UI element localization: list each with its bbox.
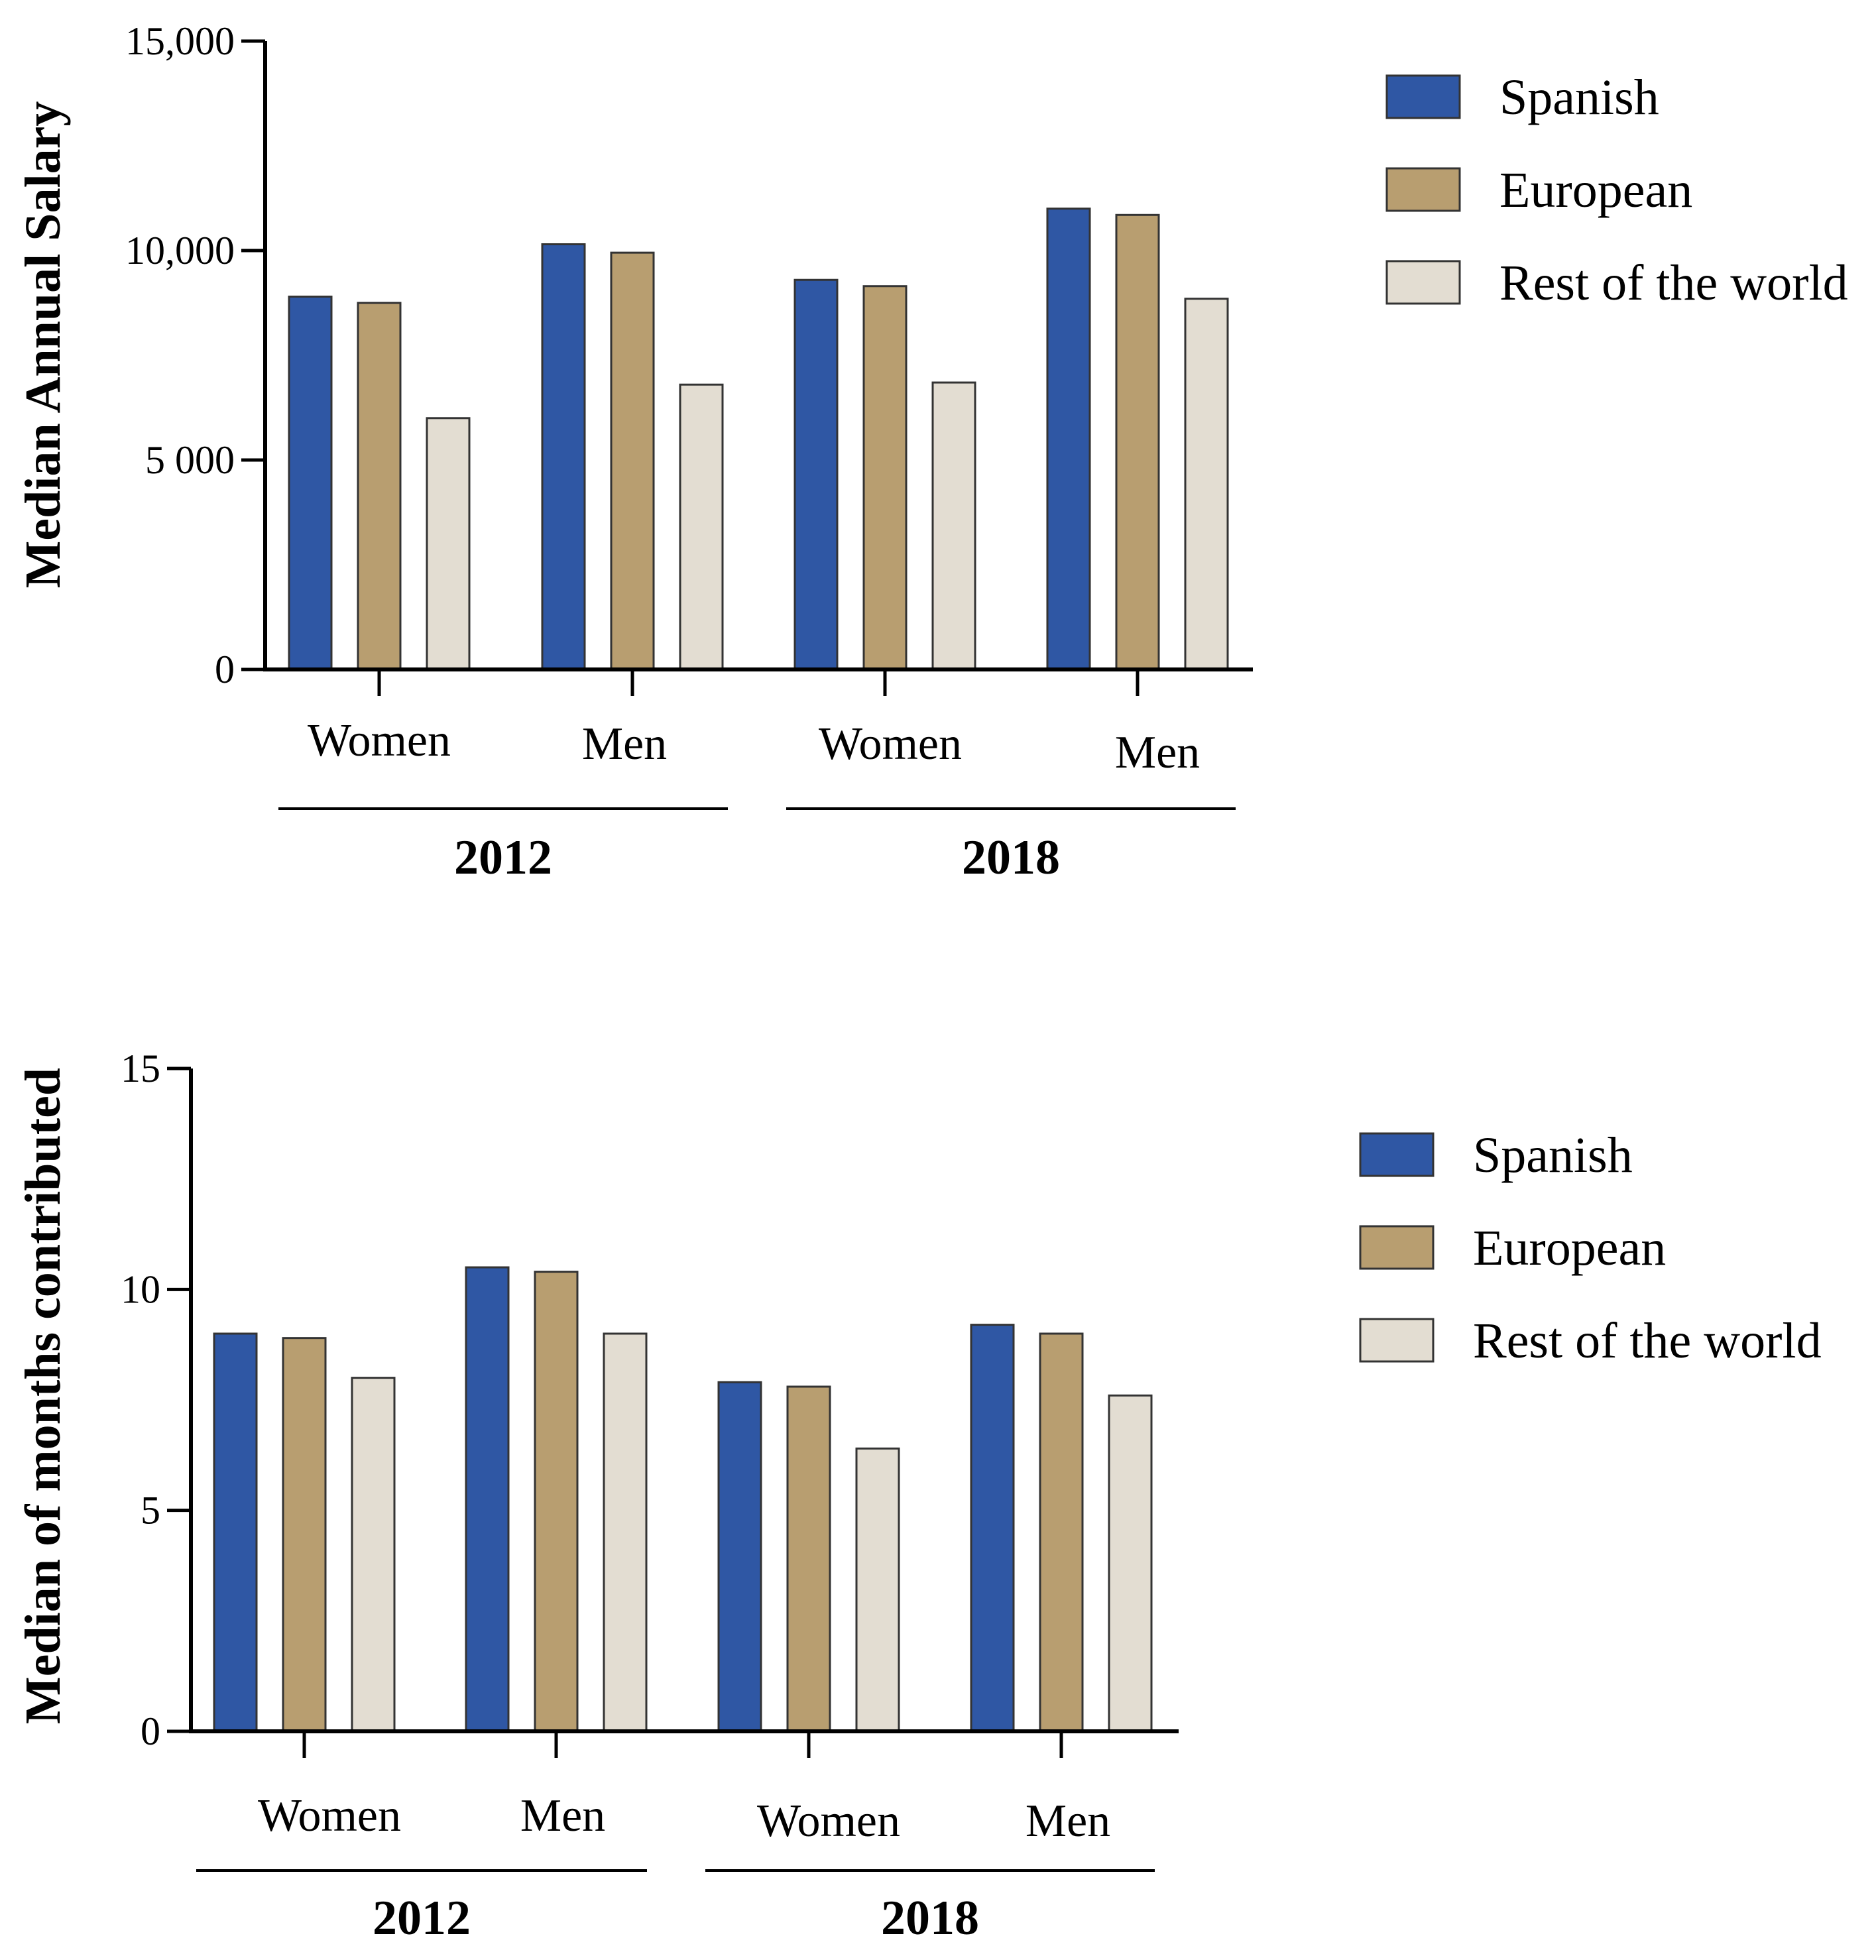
legend-label: Rest of the world bbox=[1473, 1313, 1822, 1369]
legend-swatch bbox=[1385, 167, 1461, 212]
y-tick-label: 5 000 bbox=[145, 438, 235, 482]
y-tick-label: 10 bbox=[121, 1267, 160, 1311]
legend-label: European bbox=[1499, 162, 1692, 218]
bar-european-2 bbox=[862, 285, 908, 671]
x-tick-label: Men bbox=[582, 719, 667, 770]
bar-rest-of-the-world-3 bbox=[1184, 298, 1229, 671]
y-tick-label: 0 bbox=[215, 648, 235, 691]
y-tick-label: 10,000 bbox=[125, 229, 235, 272]
legend-label: Spanish bbox=[1499, 70, 1659, 125]
bar-european-2 bbox=[786, 1385, 831, 1733]
bar-european-1 bbox=[610, 251, 655, 671]
x-tick-label: Men bbox=[520, 1790, 605, 1841]
y-axis-label: Median of months contributed bbox=[15, 1068, 71, 1724]
bar-spanish-0 bbox=[288, 296, 333, 671]
bar-spanish-1 bbox=[541, 243, 586, 671]
bar-rest-of-the-world-0 bbox=[351, 1377, 396, 1733]
x-tick-label: Women bbox=[258, 1790, 401, 1841]
bar-rest-of-the-world-2 bbox=[931, 381, 976, 671]
group-label: 2018 bbox=[962, 831, 1060, 885]
bar-rest-of-the-world-1 bbox=[603, 1332, 648, 1733]
legend-swatch bbox=[1385, 74, 1461, 119]
bar-european-0 bbox=[357, 302, 402, 671]
legend-swatch bbox=[1359, 1132, 1435, 1177]
group-label: 2012 bbox=[373, 1891, 471, 1945]
bar-rest-of-the-world-0 bbox=[426, 417, 471, 671]
y-tick-label: 5 bbox=[141, 1489, 160, 1532]
bar-spanish-3 bbox=[1046, 207, 1091, 671]
x-tick-label: Women bbox=[757, 1796, 900, 1847]
bar-spanish-1 bbox=[465, 1266, 510, 1733]
y-tick-label: 15 bbox=[121, 1047, 160, 1090]
group-label: 2012 bbox=[454, 831, 552, 885]
bar-rest-of-the-world-2 bbox=[855, 1447, 900, 1733]
bar-european-1 bbox=[534, 1271, 579, 1733]
y-axis-label: Median Annual Salary bbox=[15, 101, 71, 589]
bar-spanish-2 bbox=[717, 1381, 762, 1733]
x-tick-label: Women bbox=[819, 719, 962, 770]
legend-swatch bbox=[1359, 1225, 1435, 1270]
bar-rest-of-the-world-3 bbox=[1108, 1394, 1153, 1733]
bar-spanish-0 bbox=[213, 1332, 258, 1733]
legend-swatch bbox=[1359, 1318, 1435, 1363]
salary-chart: 0 5 000 10,000 15,000 Women Men Women Men 2012 20… bbox=[15, 19, 1848, 885]
legend-label: European bbox=[1473, 1220, 1666, 1276]
bar-european-3 bbox=[1115, 213, 1160, 671]
x-tick-label: Men bbox=[1115, 727, 1200, 778]
y-tick-label: 0 bbox=[141, 1709, 160, 1753]
bar-spanish-2 bbox=[793, 278, 839, 671]
legend-label: Rest of the world bbox=[1499, 255, 1848, 311]
x-tick-label: Women bbox=[308, 715, 451, 766]
bar-european-3 bbox=[1039, 1332, 1084, 1733]
x-tick-label: Men bbox=[1026, 1796, 1110, 1847]
bar-european-0 bbox=[282, 1337, 327, 1733]
legend-swatch bbox=[1385, 260, 1461, 305]
group-label: 2018 bbox=[881, 1891, 979, 1945]
months-chart: 0 5 10 15 Women Men Women Men 2012 2018 Median of … bbox=[15, 1047, 1822, 1945]
legend-label: Spanish bbox=[1473, 1127, 1633, 1183]
y-tick-label: 15,000 bbox=[125, 19, 235, 63]
bar-rest-of-the-world-1 bbox=[679, 383, 724, 671]
bar-spanish-3 bbox=[970, 1324, 1015, 1733]
